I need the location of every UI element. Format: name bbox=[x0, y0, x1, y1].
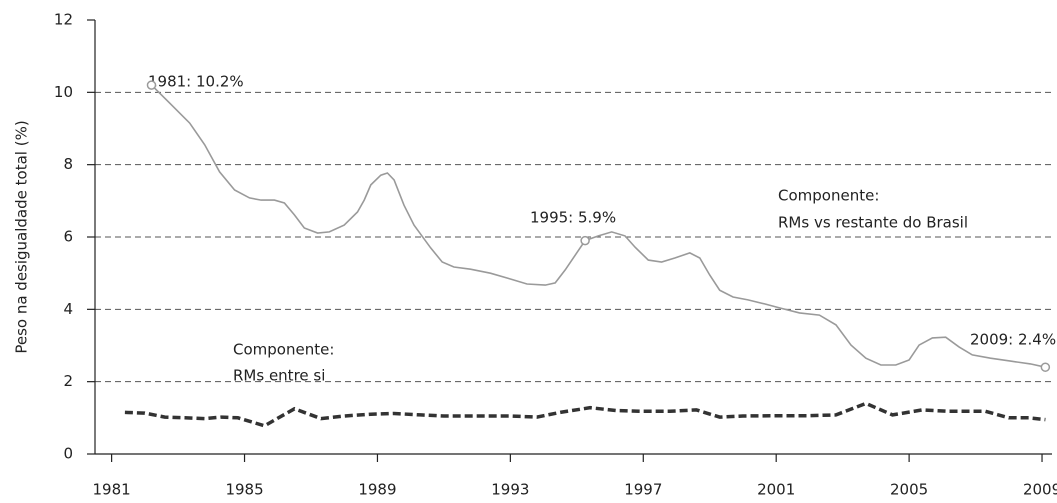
y-tick-label: 12 bbox=[54, 11, 73, 29]
x-tick-label: 1993 bbox=[491, 481, 529, 499]
y-tick-label: 2 bbox=[63, 372, 73, 390]
series-line bbox=[124, 401, 1046, 428]
highlight-point bbox=[146, 80, 157, 90]
component-label: Componente: bbox=[233, 341, 334, 359]
y-tick-label: 0 bbox=[63, 445, 73, 463]
highlight-point bbox=[580, 235, 590, 246]
y-tick-label: 4 bbox=[63, 300, 73, 318]
series-line bbox=[150, 84, 1046, 368]
annotation: 2009: 2.4% bbox=[970, 331, 1056, 349]
x-tick-label: 1989 bbox=[358, 481, 396, 499]
x-tick-label: 2009 bbox=[1023, 481, 1057, 499]
y-tick-label: 6 bbox=[63, 228, 73, 246]
x-tick-label: 1985 bbox=[225, 481, 263, 499]
highlight-point bbox=[1040, 362, 1051, 372]
y-tick-label: 10 bbox=[54, 83, 73, 101]
x-tick-label: 2001 bbox=[757, 481, 795, 499]
component-label: RMs entre si bbox=[233, 367, 325, 385]
annotation: 1995: 5.9% bbox=[530, 209, 616, 227]
annotation: 1981: 10.2% bbox=[148, 73, 244, 91]
component-label: Componente: bbox=[778, 187, 879, 205]
x-tick-label: 1981 bbox=[93, 481, 131, 499]
y-axis-label: Peso na desigualdade total (%) bbox=[13, 120, 31, 353]
x-tick-label: 1997 bbox=[624, 481, 662, 499]
x-tick-label: 2005 bbox=[890, 481, 928, 499]
component-label: RMs vs restante do Brasil bbox=[778, 214, 968, 232]
y-tick-label: 8 bbox=[63, 155, 73, 173]
